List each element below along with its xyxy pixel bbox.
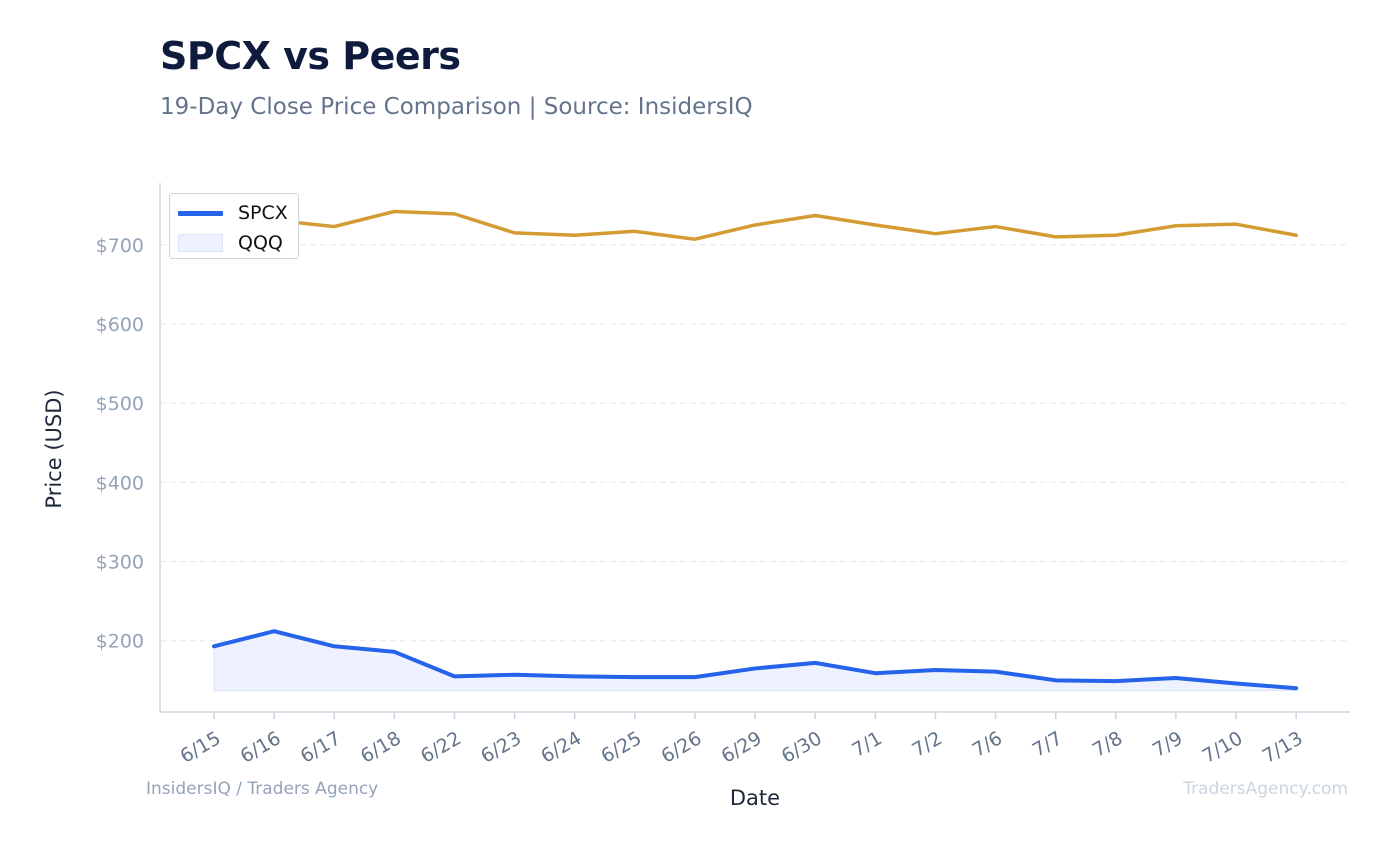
x-tick-label: 6/26 (658, 727, 706, 767)
x-tick-label: 7/9 (1149, 727, 1186, 761)
series-lines (212, 205, 1299, 691)
legend-label-spcx: SPCX (238, 202, 288, 224)
x-tick-label: 6/29 (718, 727, 766, 767)
x-tick-labels: 6/15 6/16 6/17 6/18 6/22 6/23 6/24 6/25 6/26 6/29… (177, 727, 1307, 767)
x-tick-label: 7/6 (969, 727, 1006, 761)
axes (159, 183, 1350, 719)
x-tick-label: 7/7 (1029, 727, 1066, 761)
y-tick-label: $200 (96, 631, 144, 653)
series-line-spcx (212, 629, 1299, 691)
x-tick-label: 6/30 (778, 727, 826, 767)
x-axis-label: Date (730, 786, 780, 810)
x-tick-label: 7/13 (1259, 727, 1307, 767)
grid-lines (160, 244, 1350, 642)
legend-label-qqq: QQQ (238, 232, 283, 254)
legend-line-marker (178, 210, 223, 216)
x-tick-label: 6/18 (357, 727, 405, 767)
x-tick-label: 6/15 (177, 727, 225, 767)
y-tick-label: $700 (96, 235, 144, 257)
legend-item-spcx: SPCX (178, 202, 288, 224)
legend-area-marker (178, 234, 223, 252)
legend-item-qqq: QQQ (178, 232, 283, 254)
legend: SPCX QQQ (169, 193, 299, 259)
x-tick-label: 6/17 (297, 727, 345, 767)
footer-source: InsidersIQ / Traders Agency (146, 779, 379, 799)
x-tick-label: 7/8 (1089, 727, 1126, 761)
x-tick-label: 7/1 (848, 727, 885, 761)
y-tick-label: $500 (96, 393, 144, 415)
y-tick-label: $300 (96, 552, 144, 574)
x-tick-label: 6/16 (237, 727, 285, 767)
x-tick-label: 6/25 (597, 727, 645, 767)
footer-watermark: TradersAgency.com (1183, 779, 1348, 799)
y-tick-label: $600 (96, 314, 144, 336)
x-tick-label: 6/22 (417, 727, 465, 767)
series-line-peer (212, 205, 1298, 241)
chart-subtitle: 19-Day Close Price Comparison | Source: … (160, 94, 753, 120)
y-axis-label: Price (USD) (42, 389, 66, 508)
y-tick-label: $400 (96, 472, 144, 494)
x-tick-label: 7/10 (1199, 727, 1247, 767)
x-tick-label: 6/23 (477, 727, 525, 767)
chart-title: SPCX vs Peers (160, 34, 461, 78)
x-tick-label: 7/2 (908, 727, 945, 761)
x-tick-label: 6/24 (537, 727, 585, 767)
y-tick-labels: $200 $300 $400 $500 $600 $700 (96, 235, 144, 653)
